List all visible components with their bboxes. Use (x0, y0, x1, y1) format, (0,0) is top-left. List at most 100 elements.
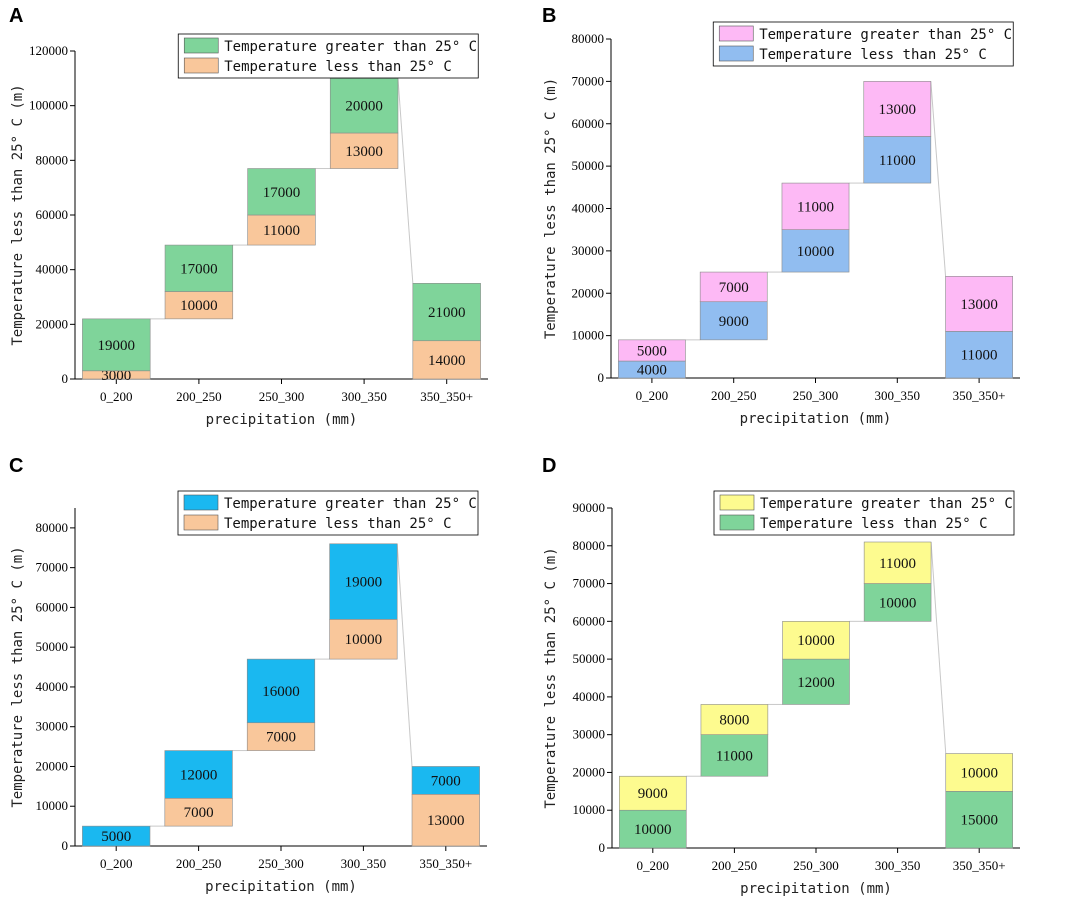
bar-segment (945, 331, 1013, 379)
y-tick-label: 10000 (573, 802, 606, 817)
x-tick-label: 200_250 (711, 388, 757, 403)
bar-segment (863, 541, 932, 584)
y-tick-label: 0 (598, 370, 605, 385)
bar-segment (863, 136, 932, 184)
connector-line (396, 543, 413, 767)
bar-segment (619, 775, 687, 811)
x-axis-title: precipitation (mm) (206, 412, 358, 428)
legend-box (177, 490, 479, 536)
x-axis-title: precipitation (mm) (740, 881, 892, 897)
bar-segment (781, 182, 850, 230)
data-label: 13000 (345, 144, 383, 160)
data-label: 11000 (716, 748, 753, 764)
x-tick-label: 0_200 (636, 388, 669, 403)
data-label: 16000 (262, 684, 300, 700)
bar-segment (329, 78, 399, 134)
x-tick-label: 200_250 (712, 858, 758, 873)
y-tick-label: 50000 (572, 158, 605, 173)
x-tick-label: 300_350 (341, 389, 387, 404)
chart-svg-a: A 0 20000 40000 60000 80000 100000 120000 0_200 2… (9, 5, 488, 428)
y-axis-title: Temperature less than 25° C (m) (10, 84, 26, 345)
data-label: 10000 (879, 595, 917, 611)
legend-label: Temperature greater than 25° C (224, 39, 477, 55)
legend-label: Temperature less than 25° C (760, 516, 988, 532)
x-tick-label: 0_200 (100, 389, 133, 404)
legend-swatch (183, 514, 219, 531)
bar-segment (863, 81, 932, 137)
data-label: 21000 (428, 305, 466, 321)
legend-swatch (183, 37, 219, 54)
legend-label: Temperature less than 25° C (224, 59, 452, 75)
bar-segment (619, 809, 687, 849)
bar-segment (411, 794, 480, 847)
legend-swatch (718, 25, 754, 42)
chart-panel-b: B 0 10000 20000 30000 40000 50000 60000 70000 800… (533, 0, 1065, 449)
data-label: 10000 (797, 633, 835, 649)
y-tick-label: 60000 (36, 207, 69, 222)
y-tick-label: 60000 (572, 116, 605, 131)
x-tick-label: 300_350 (875, 388, 921, 403)
y-tick-label: 30000 (36, 719, 69, 734)
legend-swatch (183, 494, 219, 511)
data-label: 11000 (879, 153, 916, 169)
bar-segment (164, 244, 234, 292)
data-label: 17000 (263, 185, 301, 201)
panel-letter: C (9, 455, 23, 477)
y-tick-label: 0 (62, 838, 69, 853)
y-tick-label: 40000 (36, 679, 69, 694)
chart-svg-d: D 0 10000 20000 30000 40000 50000 60000 70000 800… (542, 455, 1020, 897)
y-tick-label: 0 (599, 840, 606, 855)
bar-segment (618, 339, 686, 362)
y-tick-label: 10000 (36, 798, 69, 813)
legend-swatch (719, 494, 755, 511)
legend-box (177, 33, 479, 79)
y-tick-label: 50000 (36, 639, 69, 654)
x-tick-label: 350_350+ (953, 388, 1006, 403)
x-tick-label: 0_200 (637, 858, 670, 873)
x-tick-label: 350_350+ (420, 389, 473, 404)
x-tick-label: 250_300 (793, 858, 839, 873)
bar-segment (164, 291, 234, 320)
legend-box (712, 21, 1014, 67)
bar-segment (164, 797, 233, 827)
data-label: 11000 (263, 223, 300, 239)
y-tick-label: 70000 (573, 576, 606, 591)
x-tick-label: 250_300 (258, 856, 304, 871)
data-label: 9000 (719, 314, 749, 330)
y-tick-label: 30000 (573, 727, 606, 742)
data-label: 4000 (637, 363, 667, 379)
chart-svg-b: B 0 10000 20000 30000 40000 50000 60000 70000 800… (542, 5, 1020, 427)
data-label: 19000 (98, 338, 136, 354)
data-label: 11000 (879, 556, 916, 572)
bar-segment (412, 340, 481, 380)
legend-box (713, 490, 1015, 536)
bar-segment (411, 766, 480, 795)
data-label: 13000 (427, 813, 465, 829)
y-tick-label: 80000 (36, 520, 69, 535)
legend-label: Temperature greater than 25° C (224, 496, 477, 512)
data-label: 10000 (180, 298, 218, 314)
data-label: 11000 (961, 348, 998, 364)
chart-panel-d: D 0 10000 20000 30000 40000 50000 60000 70000 800… (533, 450, 1065, 899)
y-tick-label: 80000 (572, 31, 605, 46)
y-tick-label: 60000 (36, 599, 69, 614)
panel-letter: D (542, 455, 556, 477)
x-tick-label: 200_250 (176, 856, 222, 871)
bar-segment (700, 704, 769, 735)
data-label: 13000 (960, 297, 998, 313)
data-label: 20000 (345, 99, 383, 115)
y-tick-label: 80000 (573, 538, 606, 553)
data-label: 11000 (797, 199, 834, 215)
x-tick-label: 300_350 (341, 856, 387, 871)
panel-letter: B (542, 5, 556, 27)
legend-swatch (718, 45, 754, 62)
bar-segment (700, 734, 769, 777)
data-label: 14000 (428, 353, 466, 369)
x-axis-title: precipitation (mm) (740, 411, 892, 427)
y-tick-label: 20000 (573, 764, 606, 779)
y-tick-label: 100000 (29, 98, 68, 113)
y-tick-label: 50000 (573, 651, 606, 666)
data-label: 5000 (101, 829, 131, 845)
panel-letter: A (9, 5, 23, 27)
x-tick-label: 300_350 (875, 858, 921, 873)
